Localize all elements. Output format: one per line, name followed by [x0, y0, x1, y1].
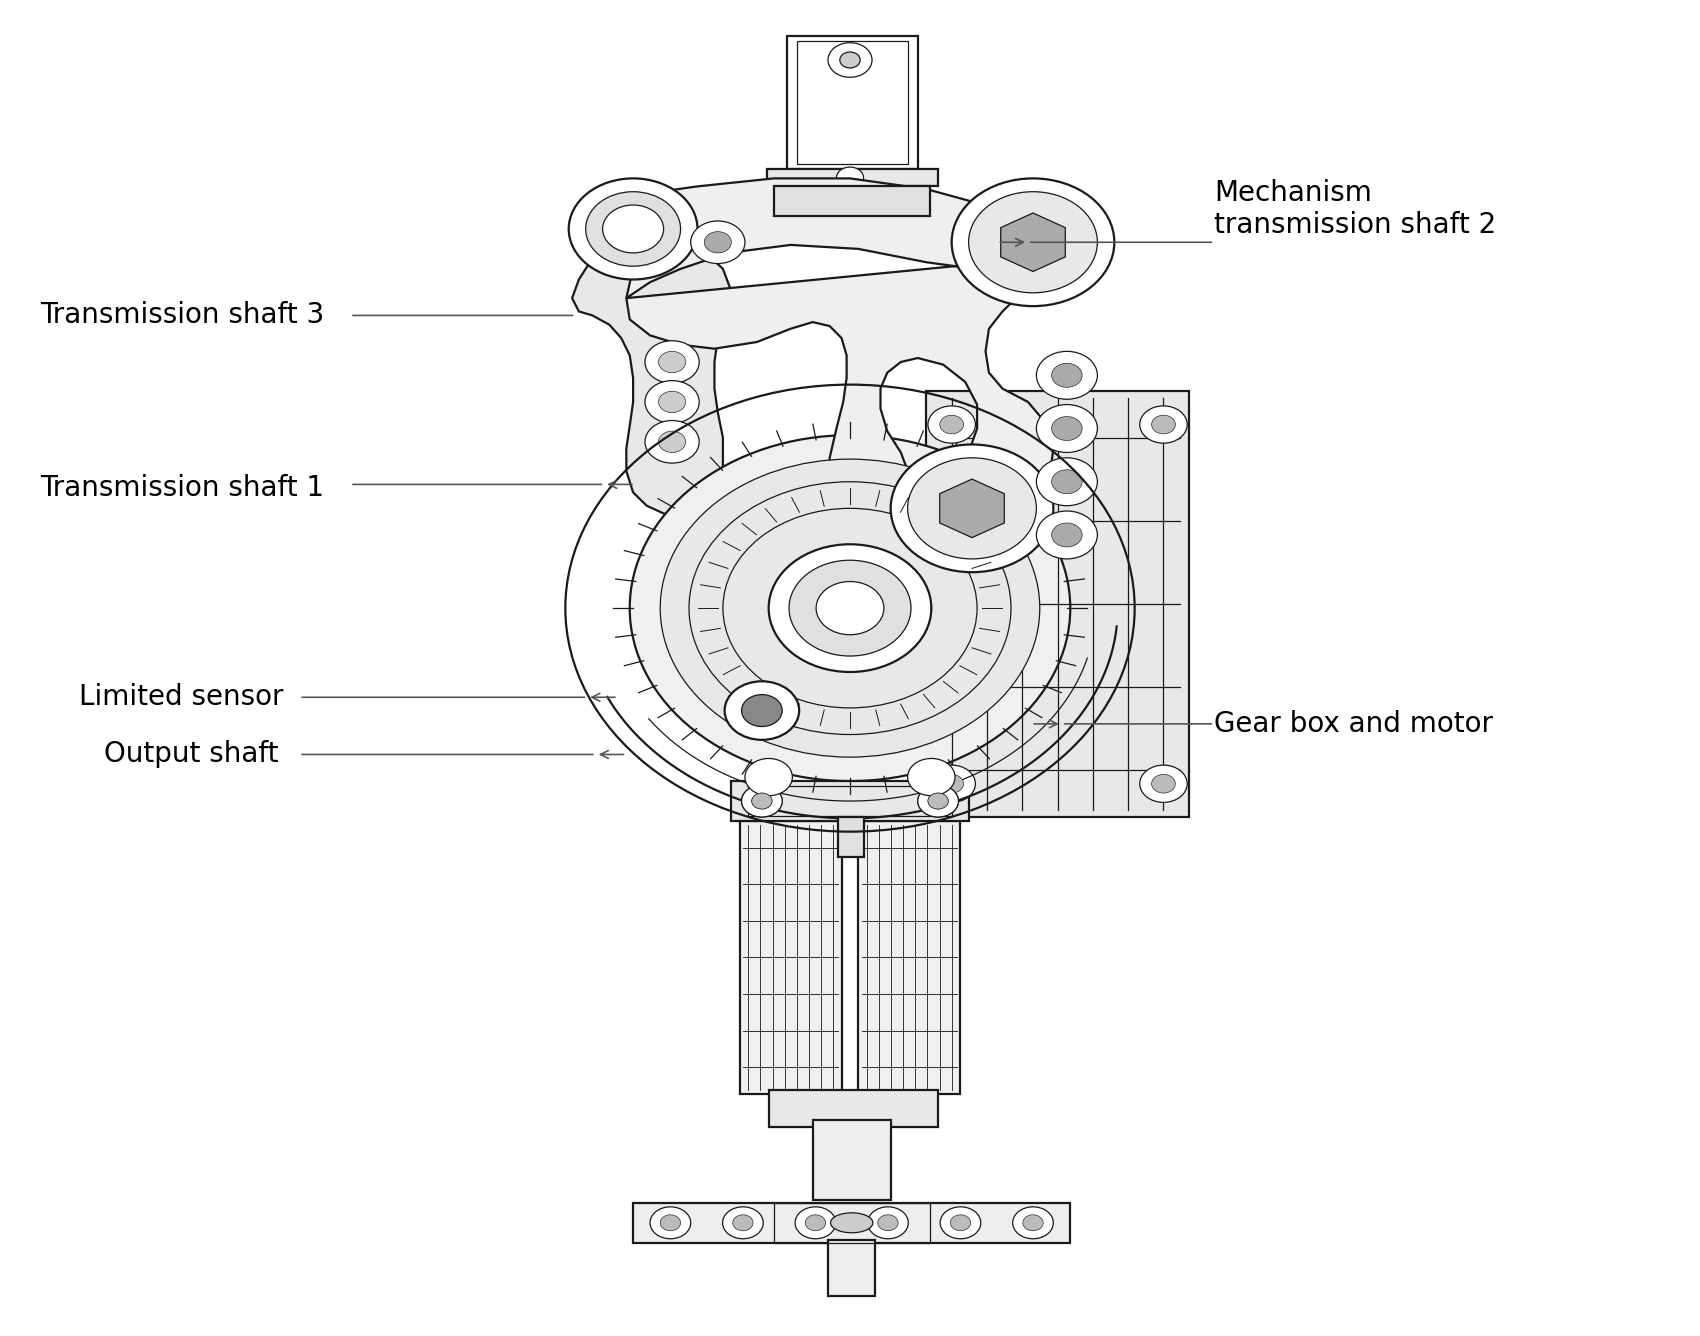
Circle shape — [644, 421, 699, 464]
Bar — [748, 787, 952, 816]
Circle shape — [751, 794, 772, 810]
Circle shape — [789, 560, 911, 656]
Circle shape — [741, 695, 782, 727]
Bar — [927, 391, 1188, 818]
Text: Gear box and motor: Gear box and motor — [1214, 709, 1493, 737]
Circle shape — [918, 786, 959, 818]
Bar — [838, 818, 864, 856]
Polygon shape — [940, 480, 1005, 537]
Text: Output shaft: Output shaft — [104, 740, 279, 768]
Circle shape — [586, 191, 680, 266]
Circle shape — [658, 391, 685, 413]
Circle shape — [1052, 363, 1083, 387]
Circle shape — [950, 1214, 971, 1230]
Circle shape — [940, 775, 964, 794]
Ellipse shape — [831, 1213, 872, 1233]
Circle shape — [768, 544, 932, 672]
Circle shape — [1052, 417, 1083, 441]
Circle shape — [660, 460, 1040, 758]
Circle shape — [806, 1214, 826, 1230]
Circle shape — [928, 406, 976, 444]
Circle shape — [836, 167, 864, 188]
Circle shape — [908, 759, 955, 796]
Circle shape — [724, 681, 799, 740]
Circle shape — [928, 794, 949, 810]
Circle shape — [1037, 458, 1098, 506]
Circle shape — [733, 1214, 753, 1230]
Circle shape — [840, 52, 860, 68]
Circle shape — [570, 179, 697, 279]
Bar — [740, 822, 842, 1094]
Circle shape — [1151, 775, 1175, 794]
Bar — [774, 1202, 930, 1242]
Circle shape — [602, 204, 663, 253]
Circle shape — [1013, 1206, 1054, 1238]
Text: Transmission shaft 1: Transmission shaft 1 — [41, 474, 325, 502]
Circle shape — [1052, 470, 1083, 494]
Circle shape — [704, 231, 731, 253]
Polygon shape — [626, 179, 1062, 526]
Bar — [858, 822, 960, 1094]
Circle shape — [629, 436, 1071, 782]
Bar — [828, 1240, 876, 1296]
Circle shape — [751, 794, 772, 810]
Circle shape — [660, 1214, 680, 1230]
Circle shape — [1023, 1214, 1044, 1230]
Circle shape — [940, 415, 964, 434]
Circle shape — [1052, 522, 1083, 546]
Circle shape — [741, 786, 782, 818]
Circle shape — [952, 179, 1114, 306]
Circle shape — [928, 766, 976, 803]
Circle shape — [877, 1214, 898, 1230]
Bar — [774, 187, 930, 215]
Circle shape — [1037, 510, 1098, 558]
Circle shape — [644, 341, 699, 383]
Circle shape — [918, 786, 959, 818]
Circle shape — [1037, 405, 1098, 453]
Circle shape — [658, 432, 685, 453]
Circle shape — [908, 458, 1037, 558]
Circle shape — [649, 1206, 690, 1238]
Polygon shape — [1001, 212, 1066, 271]
Text: Limited sensor: Limited sensor — [78, 683, 284, 711]
Circle shape — [928, 794, 949, 810]
Circle shape — [1139, 766, 1187, 803]
Text: Transmission shaft 3: Transmission shaft 3 — [41, 302, 325, 330]
Circle shape — [891, 445, 1054, 572]
Bar — [731, 782, 969, 822]
Circle shape — [1139, 406, 1187, 444]
Circle shape — [690, 220, 745, 263]
Circle shape — [867, 1206, 908, 1238]
Circle shape — [1151, 415, 1175, 434]
Circle shape — [828, 43, 872, 77]
Circle shape — [940, 1206, 981, 1238]
Circle shape — [644, 381, 699, 424]
Bar — [813, 1121, 891, 1200]
Circle shape — [745, 759, 792, 796]
Bar — [787, 36, 918, 170]
Circle shape — [741, 786, 782, 818]
Circle shape — [969, 191, 1098, 293]
Text: Mechanism
transmission shaft 2: Mechanism transmission shaft 2 — [1214, 179, 1496, 239]
Circle shape — [796, 1206, 836, 1238]
Bar — [767, 170, 938, 187]
Bar — [768, 1090, 938, 1128]
Circle shape — [722, 1206, 763, 1238]
Polygon shape — [573, 239, 731, 514]
Circle shape — [816, 581, 884, 635]
Bar — [797, 41, 908, 164]
Circle shape — [1037, 351, 1098, 399]
Bar — [632, 1202, 1071, 1242]
Circle shape — [658, 351, 685, 373]
